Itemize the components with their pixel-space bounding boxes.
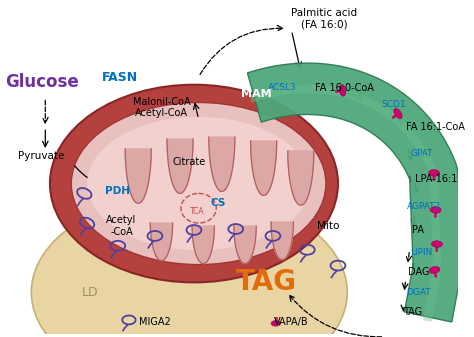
Polygon shape bbox=[150, 223, 173, 261]
Text: Palmitic acid
(FA 16:0): Palmitic acid (FA 16:0) bbox=[291, 8, 357, 29]
Polygon shape bbox=[167, 139, 193, 193]
Text: AGPAT2: AGPAT2 bbox=[407, 202, 441, 211]
Polygon shape bbox=[234, 226, 256, 264]
Text: MIGA2: MIGA2 bbox=[139, 317, 171, 327]
Text: TAG: TAG bbox=[403, 307, 422, 317]
Text: MAM: MAM bbox=[241, 89, 272, 99]
Text: CS: CS bbox=[210, 198, 226, 208]
Text: LPA-16:1: LPA-16:1 bbox=[415, 174, 457, 184]
Ellipse shape bbox=[271, 321, 280, 326]
Text: GPAT: GPAT bbox=[410, 149, 433, 158]
Ellipse shape bbox=[429, 267, 440, 273]
Text: Glucose: Glucose bbox=[5, 73, 79, 91]
Polygon shape bbox=[251, 141, 277, 195]
Text: PA: PA bbox=[412, 225, 424, 235]
Polygon shape bbox=[192, 226, 214, 264]
Ellipse shape bbox=[50, 85, 338, 282]
Text: LD: LD bbox=[82, 286, 98, 299]
Text: Malonil-CoA
Acetyl-CoA: Malonil-CoA Acetyl-CoA bbox=[133, 97, 190, 118]
Ellipse shape bbox=[430, 207, 441, 213]
Text: VAPA/B: VAPA/B bbox=[274, 317, 309, 327]
Text: DAG: DAG bbox=[408, 268, 429, 277]
Ellipse shape bbox=[71, 102, 326, 265]
Text: TCA: TCA bbox=[191, 207, 205, 216]
Polygon shape bbox=[247, 63, 462, 322]
Ellipse shape bbox=[87, 117, 310, 250]
Text: DGAT: DGAT bbox=[407, 288, 431, 297]
Text: LIPIN: LIPIN bbox=[410, 248, 433, 257]
Text: Pyruvate: Pyruvate bbox=[18, 151, 65, 161]
Polygon shape bbox=[271, 222, 293, 259]
Text: Citrate: Citrate bbox=[173, 157, 206, 167]
Ellipse shape bbox=[339, 85, 346, 96]
Text: Mito: Mito bbox=[318, 221, 340, 231]
Polygon shape bbox=[288, 151, 314, 205]
Text: TAG: TAG bbox=[236, 268, 297, 296]
Text: FASN: FASN bbox=[101, 71, 137, 84]
Ellipse shape bbox=[431, 241, 442, 247]
Polygon shape bbox=[209, 137, 235, 191]
Ellipse shape bbox=[31, 193, 347, 337]
Text: SCD1: SCD1 bbox=[382, 100, 406, 109]
Text: Acetyl
-CoA: Acetyl -CoA bbox=[106, 215, 137, 237]
Text: FA 16:1-CoA: FA 16:1-CoA bbox=[406, 122, 465, 132]
Text: ACSL3: ACSL3 bbox=[268, 83, 297, 92]
Ellipse shape bbox=[428, 170, 439, 176]
Text: FA 16:0-CoA: FA 16:0-CoA bbox=[315, 83, 374, 93]
Ellipse shape bbox=[394, 109, 402, 119]
Polygon shape bbox=[125, 149, 151, 203]
Text: PDH: PDH bbox=[105, 186, 130, 196]
